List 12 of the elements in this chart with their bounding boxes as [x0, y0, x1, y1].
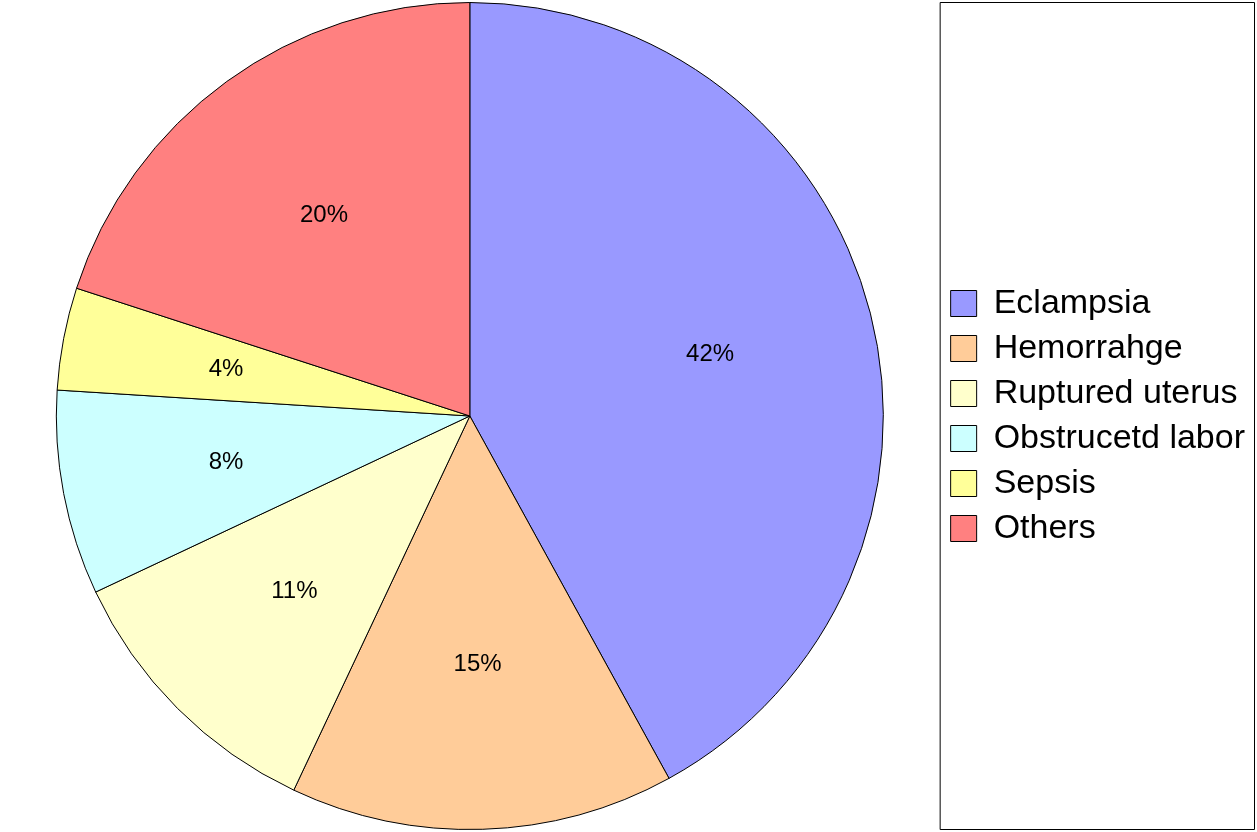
legend-label: Ruptured uterus [993, 371, 1238, 410]
legend-label: Eclampsia [993, 281, 1151, 320]
legend-label: Hemorrahge [993, 326, 1183, 365]
data-label: 15% [453, 648, 502, 676]
legend-label: Others [993, 506, 1096, 545]
data-label: 4% [208, 354, 244, 382]
data-label: 42% [686, 338, 735, 366]
legend-label: Obstrucetd labor [993, 416, 1246, 455]
data-label: 11% [271, 576, 318, 604]
legend-label: Sepsis [993, 461, 1096, 500]
data-label: 20% [299, 199, 349, 227]
data-label: 8% [208, 447, 244, 475]
